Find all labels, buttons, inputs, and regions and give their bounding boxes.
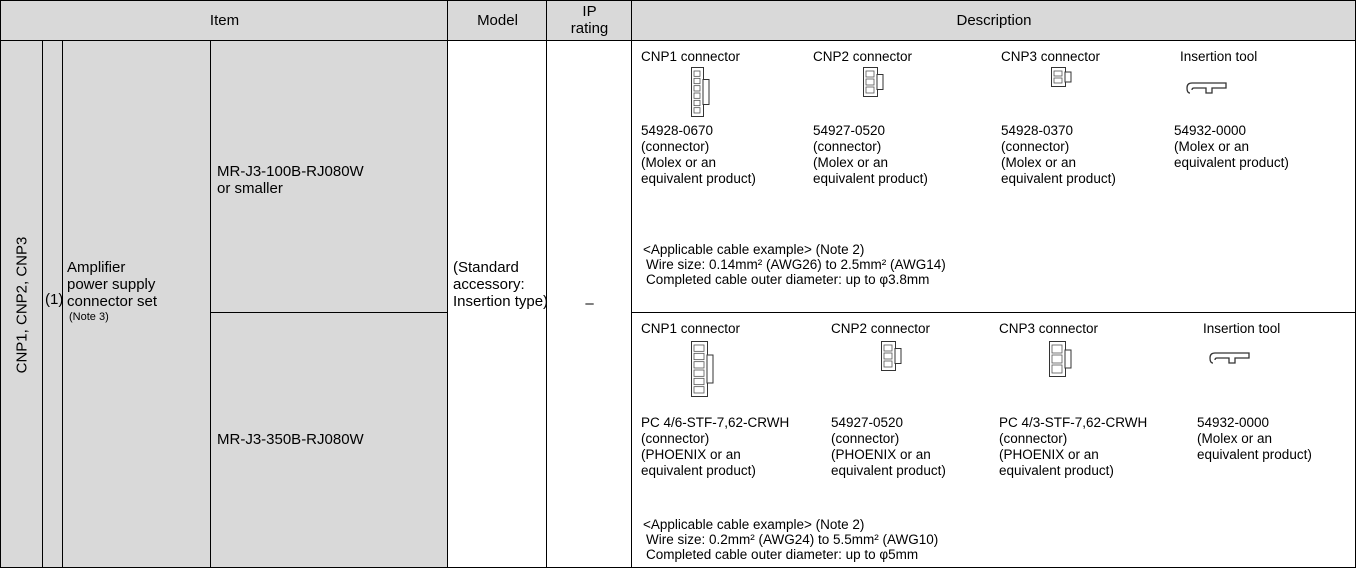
part-line: (Molex or an [813, 155, 889, 170]
applicable-line: or smaller [217, 180, 283, 197]
connector-icon [691, 341, 714, 397]
part-line: (Molex or an [1197, 431, 1273, 446]
item-number: (1) [45, 291, 64, 308]
part-title: Insertion tool [1180, 49, 1258, 64]
applicable-line: MR-J3-100B-RJ080W [217, 163, 364, 180]
part-line: 54928-0670 [641, 123, 714, 138]
text-line: power supply [67, 276, 156, 293]
header-cell [632, 1, 1356, 41]
variant-cell [211, 313, 448, 568]
part-line: 54932-0000 [1174, 123, 1247, 138]
group-label: CNP1, CNP2, CNP3 [13, 236, 31, 374]
part-line: equivalent product) [641, 463, 756, 478]
header-cell [448, 1, 547, 41]
text-line: accessory: [453, 276, 525, 293]
part-line: PC 4/6-STF-7,62-CRWH [641, 415, 790, 430]
part-line: equivalent product) [1174, 155, 1289, 170]
model-text: (Standard accessory: Insertion type) [453, 259, 548, 310]
part-title: CNP2 connector [813, 49, 913, 64]
part-line: equivalent product) [999, 463, 1114, 478]
header-text: Description [956, 12, 1032, 29]
part-line: (Molex or an [641, 155, 717, 170]
part-line: equivalent product) [813, 171, 928, 186]
connector-icon [1049, 341, 1072, 377]
tool-icon [1186, 82, 1227, 94]
applicable-line: MR-J3-350B-RJ080W [217, 431, 364, 448]
item-note: (Note 3) [69, 311, 109, 323]
part-line: 54927-0520 [831, 415, 904, 430]
tool-icon [1209, 352, 1250, 364]
applicable-model: MR-J3-350B-RJ080W [217, 431, 364, 448]
cable-line: Wire size: 0.14mm² (AWG26) to 2.5mm² (AW… [646, 257, 946, 272]
part-title: CNP3 connector [1001, 49, 1101, 64]
part-line: 54927-0520 [813, 123, 886, 138]
header-cell [547, 1, 632, 41]
part-line: equivalent product) [1001, 171, 1116, 186]
part-line: (connector) [641, 431, 710, 446]
connector-icon [881, 341, 902, 371]
text-line: IP [582, 3, 597, 20]
part-line: (PHOENIX or an [999, 447, 1099, 462]
group-cell [1, 41, 43, 568]
part-line: (Molex or an [1174, 139, 1250, 154]
part-line: 54928-0370 [1001, 123, 1074, 138]
part-line: equivalent product) [831, 463, 946, 478]
part-line: 54932-0000 [1197, 415, 1270, 430]
applicable-model: MR-J3-100B-RJ080W or smaller [217, 163, 364, 197]
connector-icon [863, 67, 884, 97]
header-text: IP rating [547, 3, 632, 37]
variant-cell [211, 41, 448, 313]
text-line: connector set [67, 293, 158, 310]
part-line: (PHOENIX or an [831, 447, 931, 462]
part-line: (connector) [1001, 139, 1070, 154]
item-name: Amplifier power supply connector set [67, 259, 157, 310]
text-line: (Standard [453, 259, 519, 276]
part-line: (Molex or an [1001, 155, 1077, 170]
header-cell [1, 1, 448, 41]
part-line: (connector) [641, 139, 710, 154]
cable-line: <Applicable cable example> (Note 2) [643, 517, 865, 532]
part-title: CNP1 connector [641, 49, 741, 64]
part-line: (PHOENIX or an [641, 447, 741, 462]
header-text: Model [477, 12, 518, 29]
text-line: Amplifier [67, 259, 126, 276]
cable-line: <Applicable cable example> (Note 2) [643, 242, 865, 257]
part-line: PC 4/3-STF-7,62-CRWH [999, 415, 1148, 430]
text-line: rating [570, 20, 609, 37]
name-cell [63, 41, 211, 568]
text-line: Insertion type) [453, 293, 549, 310]
header-text: Item [209, 12, 240, 29]
part-title: Insertion tool [1203, 321, 1281, 336]
ip-text: – [585, 295, 594, 312]
cable-line: Wire size: 0.2mm² (AWG24) to 5.5mm² (AWG… [646, 532, 939, 547]
part-line: equivalent product) [1197, 447, 1312, 462]
part-title: CNP3 connector [999, 321, 1099, 336]
part-line: (connector) [813, 139, 882, 154]
part-line: (connector) [831, 431, 900, 446]
connector-icon [1051, 67, 1072, 87]
part-line: (connector) [999, 431, 1068, 446]
part-line: equivalent product) [641, 171, 756, 186]
part-title: CNP2 connector [831, 321, 931, 336]
part-title: CNP1 connector [641, 321, 741, 336]
cable-line: Completed cable outer diameter: up to φ3… [646, 272, 930, 287]
cable-line: Completed cable outer diameter: up to φ5… [646, 547, 919, 562]
connector-icon [691, 67, 710, 117]
